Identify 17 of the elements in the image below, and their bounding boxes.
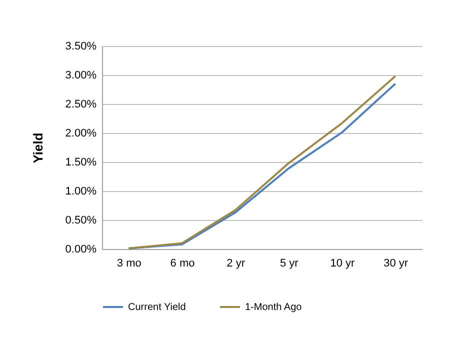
y-tick-label: 2.00% xyxy=(65,128,97,140)
legend-label: 1-Month Ago xyxy=(245,302,302,313)
y-tick-label: 3.00% xyxy=(65,70,97,82)
x-tick-label: 3 mo xyxy=(116,258,142,270)
y-tick-label: 1.00% xyxy=(65,186,97,198)
y-tick-label: 3.50% xyxy=(65,40,97,52)
y-tick-label: 0.00% xyxy=(65,244,97,256)
x-tick-label: 6 mo xyxy=(170,258,195,270)
x-tick-label: 2 yr xyxy=(226,258,246,270)
y-tick-label: 1.50% xyxy=(65,156,97,168)
x-tick-label: 10 yr xyxy=(330,258,356,270)
y-tick-label: 0.50% xyxy=(65,214,97,226)
legend-label: Current Yield xyxy=(128,302,186,313)
x-tick-label: 5 yr xyxy=(280,258,299,270)
y-tick-label: 2.50% xyxy=(65,98,97,110)
y-axis-title: Yield xyxy=(30,132,46,164)
x-tick-label: 30 yr xyxy=(384,258,408,270)
